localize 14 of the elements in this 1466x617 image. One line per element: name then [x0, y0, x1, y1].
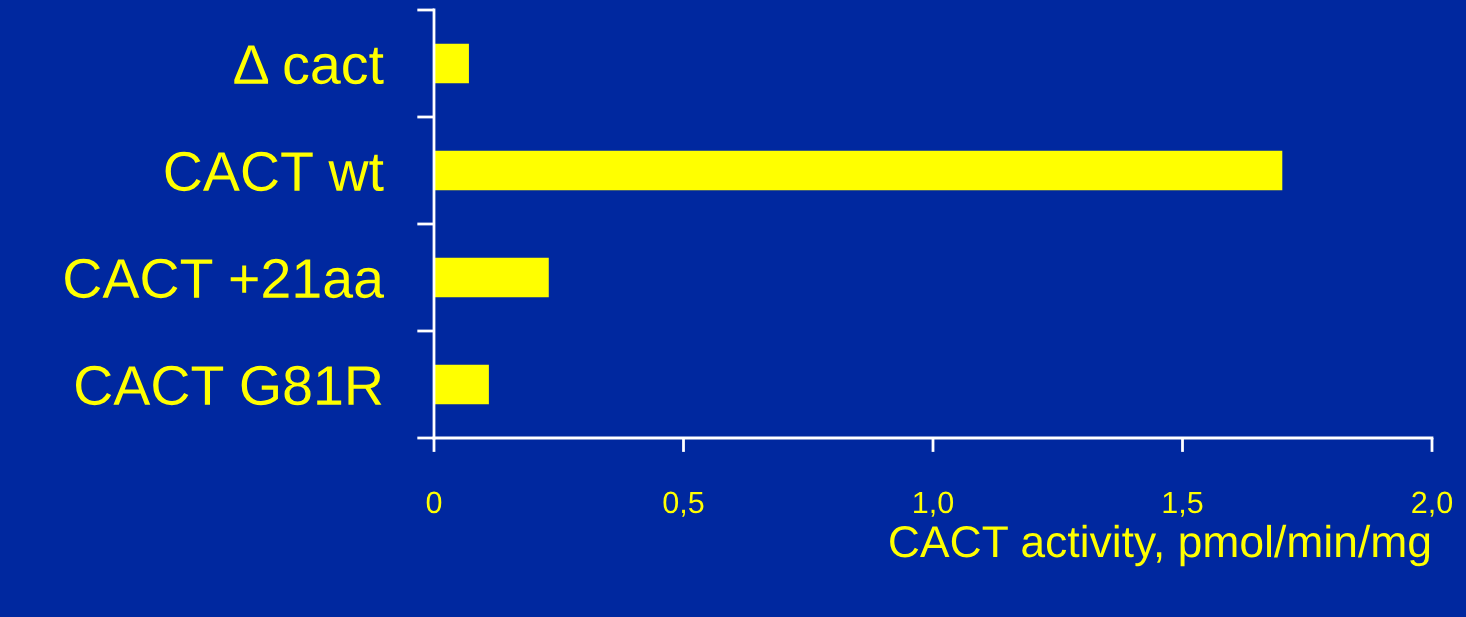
x-tick-label: 0,5 — [663, 491, 704, 517]
bar — [434, 257, 549, 298]
y-tick-label: CACT +21aa — [65, 258, 385, 299]
x-tick-label: 2,0 — [1412, 491, 1453, 517]
bar — [434, 43, 469, 84]
x-tick-label: 1,0 — [914, 491, 954, 517]
y-tick-label: CACT wt — [165, 151, 384, 192]
bar — [434, 364, 489, 405]
y-tick-label: CACT G81R — [76, 365, 382, 406]
x-tick-label: 0 — [426, 491, 442, 514]
bar — [434, 150, 1283, 191]
y-tick-label: Δ cact — [234, 45, 384, 85]
x-tick-label: 1,5 — [1163, 491, 1203, 517]
x-axis-title: CACT activity, pmol/min/mg — [890, 524, 1430, 567]
